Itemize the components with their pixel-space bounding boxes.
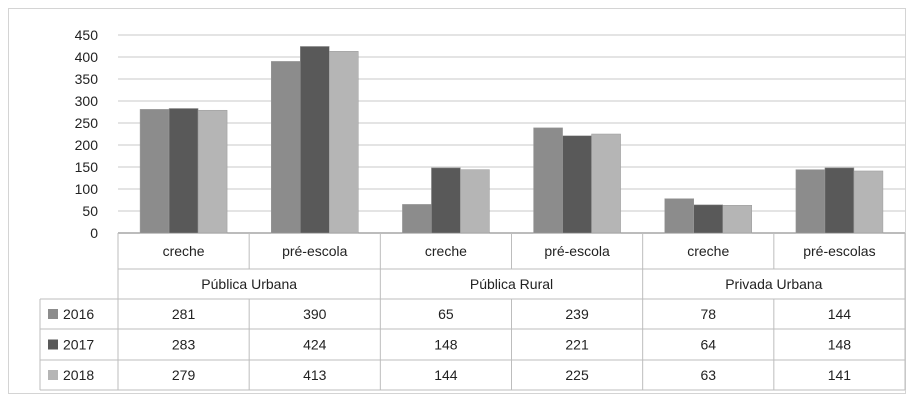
y-tick-label: 350 bbox=[75, 71, 99, 87]
bar-2016-3 bbox=[533, 127, 563, 234]
data-table-cell: 65 bbox=[438, 306, 454, 322]
data-table-cell: 221 bbox=[565, 337, 589, 353]
data-table-cell: 283 bbox=[172, 337, 196, 353]
category-label: pré-escola bbox=[544, 243, 610, 259]
legend-swatch-2018 bbox=[48, 370, 58, 380]
data-table-cell: 148 bbox=[434, 337, 458, 353]
category-label: pré-escolas bbox=[803, 243, 875, 259]
bar-2016-1 bbox=[271, 61, 301, 234]
category-label: creche bbox=[163, 243, 205, 259]
group-label: Privada Urbana bbox=[725, 276, 822, 292]
data-table-cell: 225 bbox=[565, 367, 589, 383]
bar-2018-3 bbox=[591, 133, 621, 234]
bar-2017-2 bbox=[431, 167, 461, 234]
y-tick-label: 50 bbox=[82, 203, 98, 219]
legend-label-2016: 2016 bbox=[63, 306, 94, 322]
data-table-cell: 144 bbox=[828, 306, 852, 322]
data-table-cell: 141 bbox=[828, 367, 852, 383]
data-table-cell: 64 bbox=[700, 337, 716, 353]
bar-2017-4 bbox=[693, 204, 723, 234]
bar-2017-3 bbox=[562, 135, 592, 234]
data-table-cell: 281 bbox=[172, 306, 196, 322]
y-tick-label: 200 bbox=[75, 137, 99, 153]
bar-2018-0 bbox=[197, 109, 228, 234]
data-table-cell: 63 bbox=[700, 367, 716, 383]
y-tick-label: 0 bbox=[90, 225, 98, 241]
bar-2016-4 bbox=[664, 198, 694, 234]
data-table-cell: 78 bbox=[700, 306, 716, 322]
category-label: pré-escola bbox=[282, 243, 348, 259]
data-table-cell: 413 bbox=[303, 367, 327, 383]
y-tick-label: 300 bbox=[75, 93, 99, 109]
bar-2017-0 bbox=[168, 108, 199, 234]
y-tick-label: 400 bbox=[75, 49, 99, 65]
bar-2017-1 bbox=[300, 46, 330, 234]
legend-label-2017: 2017 bbox=[63, 337, 94, 353]
bar-2017-5 bbox=[824, 167, 855, 234]
y-tick-label: 250 bbox=[75, 115, 99, 131]
legend-swatch-2016 bbox=[48, 309, 58, 319]
legend-swatch-2017 bbox=[48, 339, 58, 350]
y-tick-label: 100 bbox=[75, 181, 99, 197]
bar-2018-1 bbox=[329, 51, 359, 234]
bar-2016-0 bbox=[139, 109, 170, 234]
group-label: Pública Rural bbox=[470, 276, 553, 292]
bar-2018-2 bbox=[460, 169, 490, 234]
y-tick-label: 450 bbox=[75, 27, 99, 43]
data-table-cell: 239 bbox=[565, 306, 589, 322]
data-table-cell: 144 bbox=[434, 367, 458, 383]
group-label: Pública Urbana bbox=[201, 276, 297, 292]
bar-2018-4 bbox=[722, 205, 752, 234]
legend-label-2018: 2018 bbox=[63, 367, 94, 383]
category-label: creche bbox=[687, 243, 729, 259]
data-table-cell: 424 bbox=[303, 337, 327, 353]
bar-2016-5 bbox=[795, 169, 826, 234]
bar-2018-5 bbox=[853, 170, 884, 234]
data-table-cell: 390 bbox=[303, 306, 327, 322]
category-label: creche bbox=[425, 243, 467, 259]
data-table-cell: 148 bbox=[828, 337, 852, 353]
y-tick-label: 150 bbox=[75, 159, 99, 175]
data-table-cell: 279 bbox=[172, 367, 196, 383]
bar-2016-2 bbox=[402, 204, 432, 234]
